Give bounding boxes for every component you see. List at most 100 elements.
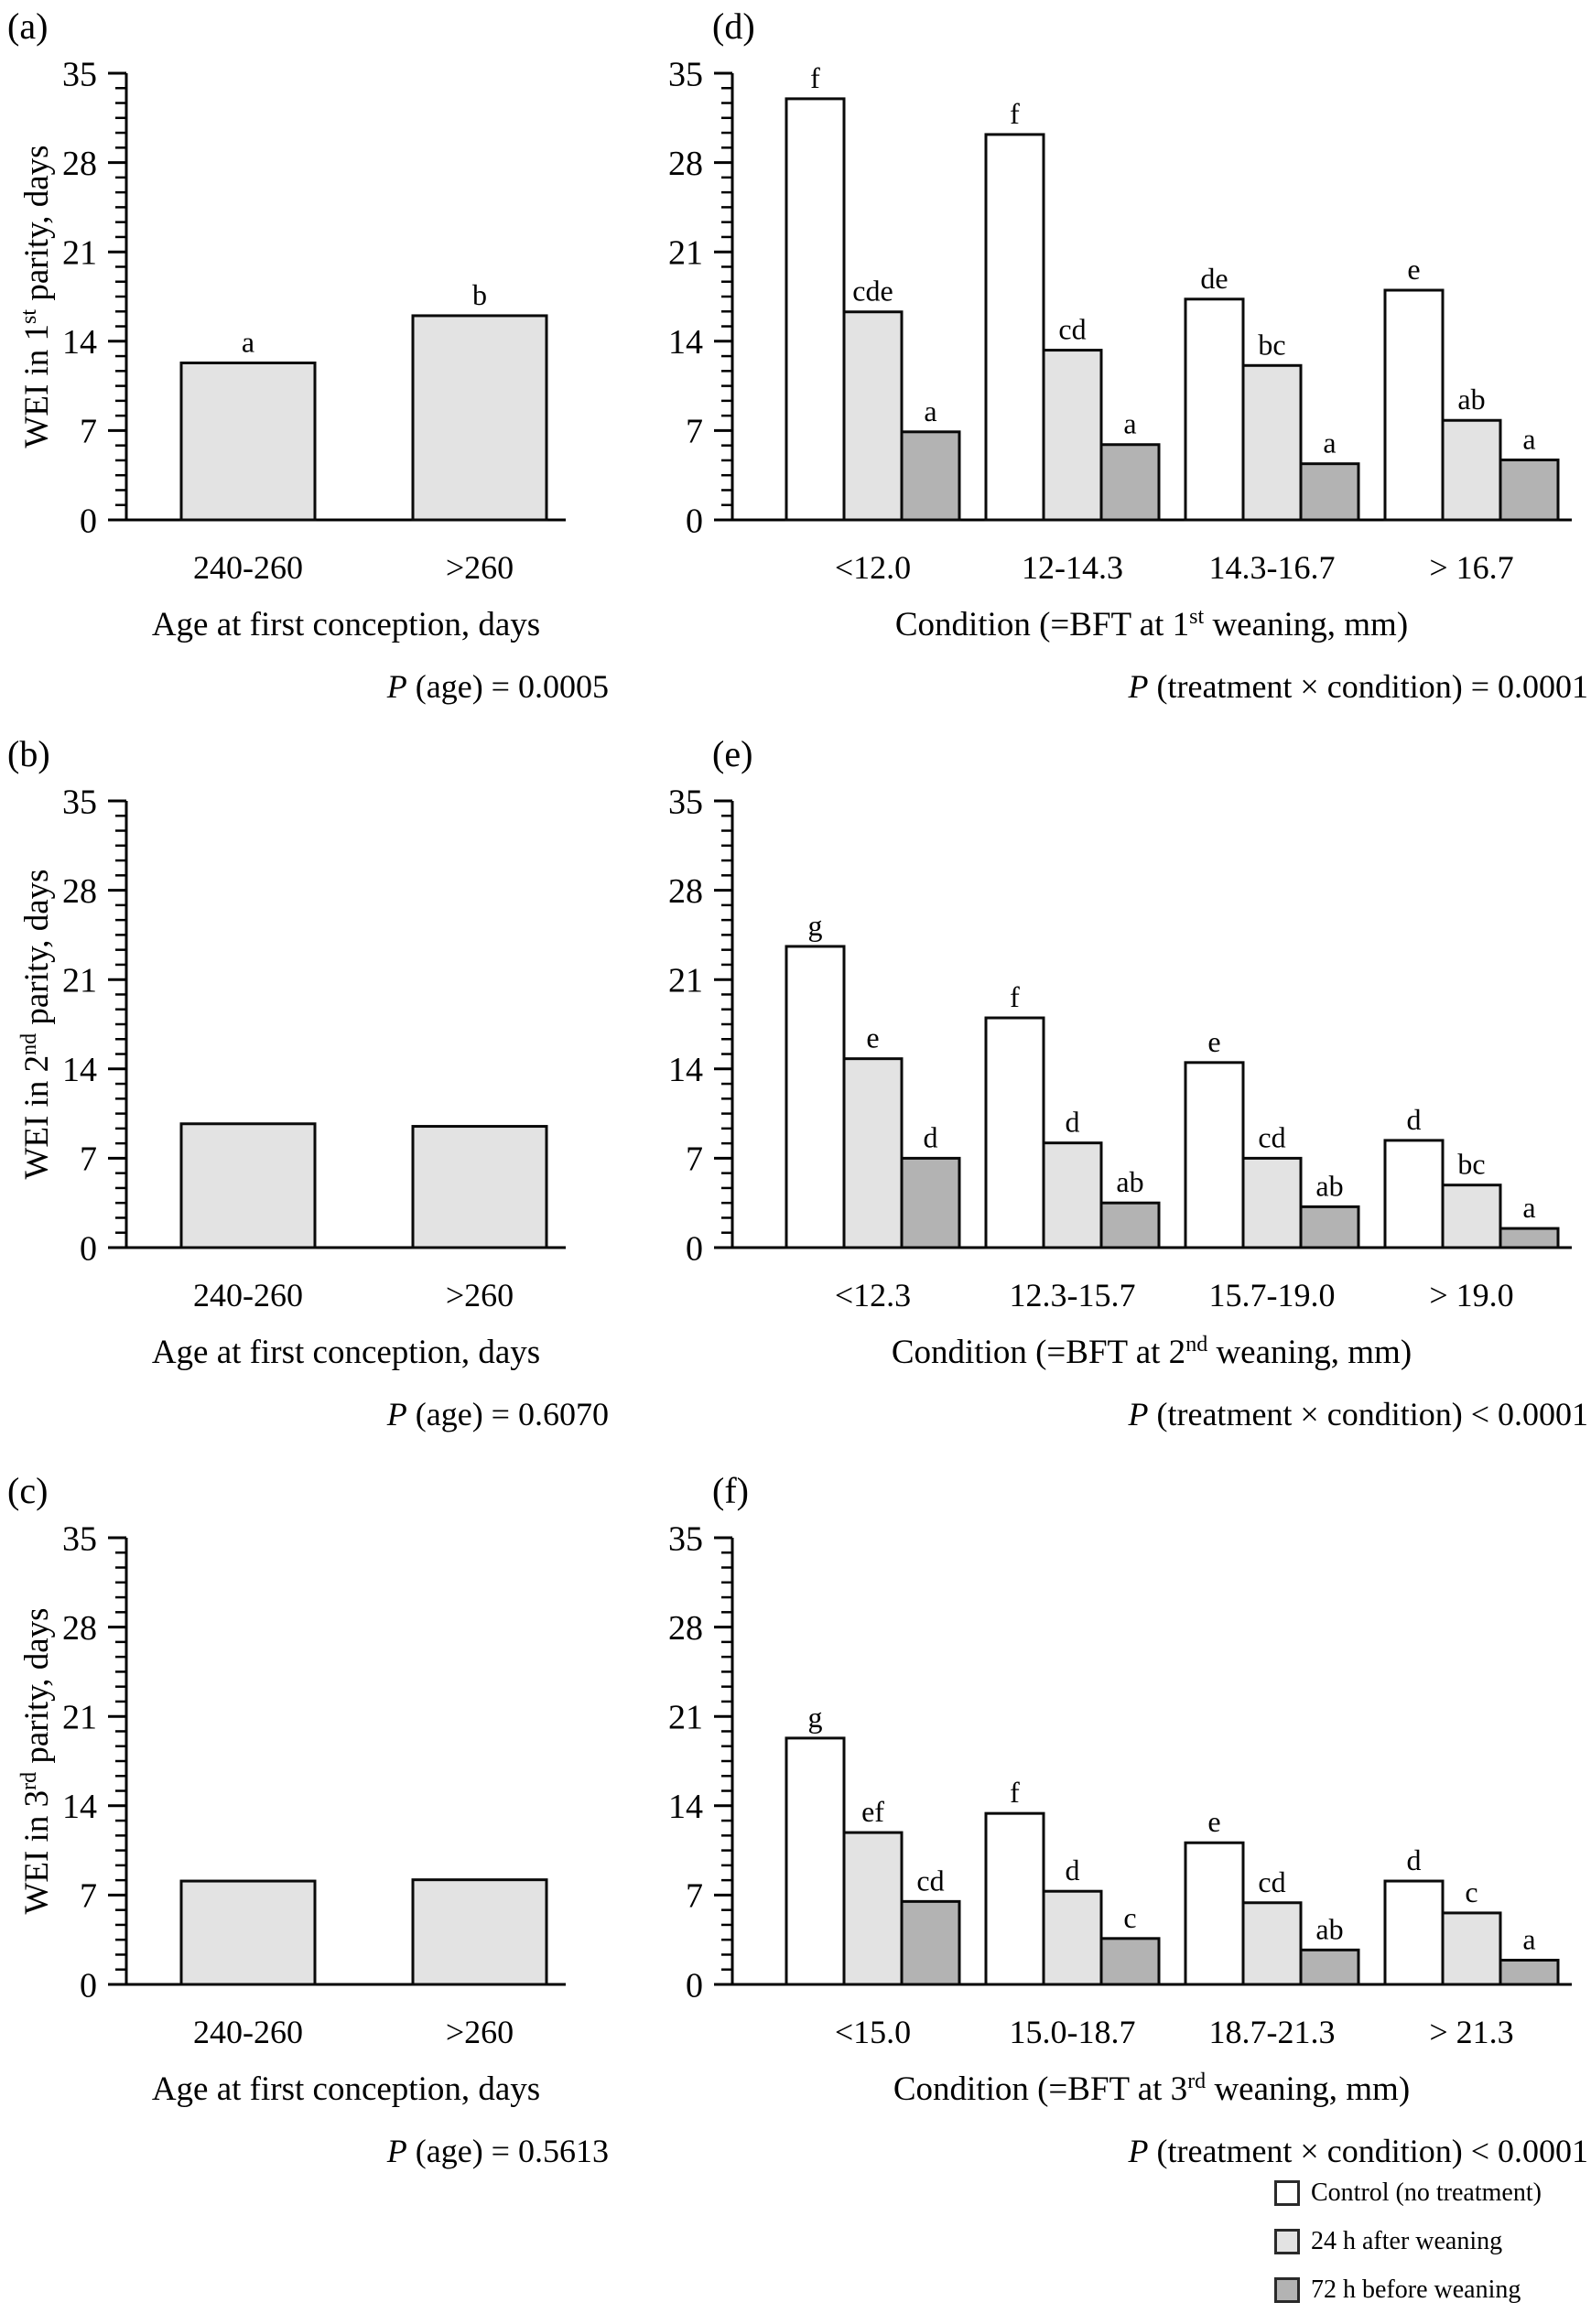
- p-value-annotation: P (age) = 0.0005: [386, 668, 609, 705]
- significance-letter: e: [1207, 1805, 1220, 1838]
- y-tick-label: 35: [668, 1519, 703, 1558]
- bar: [785, 1736, 846, 1986]
- bar: [1184, 1061, 1245, 1249]
- x-axis-title: Condition (=BFT at 1st weaning, mm): [895, 605, 1408, 643]
- significance-letter: d: [1066, 1854, 1080, 1886]
- significance-letter: a: [1123, 407, 1136, 440]
- panel-letter: (a): [7, 5, 48, 47]
- y-tick-label: 21: [62, 962, 97, 1000]
- x-tick-label: 12-14.3: [1022, 549, 1123, 586]
- bar: [900, 1899, 961, 1986]
- y-tick-label: 28: [668, 145, 703, 183]
- bar: [1441, 1184, 1502, 1249]
- significance-letter: a: [242, 326, 254, 359]
- y-tick-label: 28: [62, 1609, 97, 1648]
- plot-group: 0 7 14 21 28 35 a 240-260 b >260: [62, 55, 566, 586]
- significance-letter: cd: [1058, 313, 1086, 346]
- significance-letter: d: [924, 1120, 938, 1153]
- bar: [984, 1811, 1045, 1986]
- x-tick-label: >260: [446, 549, 514, 586]
- bar: [179, 362, 317, 522]
- legend-swatch-icon: [1274, 2229, 1300, 2254]
- y-tick-label: 35: [62, 1519, 97, 1558]
- p-value-annotation: P (age) = 0.5613: [386, 2133, 609, 2169]
- significance-letter: bc: [1258, 328, 1285, 361]
- x-tick-label: > 19.0: [1429, 1277, 1513, 1313]
- significance-letter: c: [1465, 1875, 1477, 1908]
- y-tick-label: 7: [686, 1140, 703, 1179]
- bar: [1299, 1948, 1360, 1986]
- x-tick-label: 12.3-15.7: [1010, 1277, 1136, 1313]
- x-axis-title: Condition (=BFT at 3rd weaning, mm): [893, 2070, 1410, 2108]
- legend-swatch-icon: [1274, 2277, 1300, 2303]
- legend-item: Control (no treatment): [1274, 2178, 1591, 2208]
- bar: [1042, 1141, 1103, 1249]
- significance-letter: cd: [1258, 1865, 1285, 1898]
- y-tick-label: 0: [80, 1966, 97, 2005]
- y-tick-label: 28: [62, 872, 97, 911]
- panel-a-chart: (a) WEI in 1st parity, days 0 7 14 21 28 35 a 2…: [7, 5, 609, 705]
- x-axis-title: Age at first conception, days: [152, 606, 540, 643]
- significance-letter: de: [1200, 262, 1228, 295]
- y-axis-title: WEI in 3rd parity, days: [17, 1607, 56, 1914]
- y-tick-label: 0: [686, 1966, 703, 2005]
- bar: [1241, 1901, 1303, 1986]
- significance-letter: c: [1123, 1901, 1136, 1934]
- legend-label: 72 h before weaning: [1311, 2275, 1521, 2304]
- y-tick-label: 21: [668, 962, 703, 1000]
- significance-letter: g: [808, 1701, 823, 1734]
- y-tick-label: 28: [62, 145, 97, 183]
- panel-letter: (e): [712, 733, 752, 774]
- significance-letter: a: [1522, 422, 1535, 455]
- significance-letter: f: [1010, 97, 1020, 130]
- y-tick-label: 7: [686, 413, 703, 451]
- y-tick-label: 28: [668, 1609, 703, 1648]
- bar: [1383, 1139, 1445, 1249]
- significance-letter: g: [808, 909, 823, 942]
- significance-letter: e: [1407, 253, 1420, 286]
- y-tick-label: 0: [80, 502, 97, 540]
- p-value-annotation: P (age) = 0.6070: [386, 1396, 609, 1432]
- significance-letter: f: [1010, 980, 1020, 1013]
- significance-letter: ab: [1457, 383, 1485, 416]
- plot-group: 0714212835ged<12.3fdab12.3-15.7ecdab15.7…: [668, 783, 1572, 1313]
- bar: [1099, 1937, 1161, 1986]
- panel-f-chart: (f) 0714212835gefcd<15.0fdc15.0-18.7ecda…: [668, 1470, 1588, 2169]
- y-tick-label: 35: [62, 55, 97, 93]
- significance-letter: f: [810, 61, 820, 94]
- significance-letter: e: [866, 1021, 879, 1054]
- significance-letter: f: [1010, 1776, 1020, 1809]
- bar: [1299, 1205, 1360, 1249]
- bar: [411, 1878, 548, 1986]
- legend-label: 24 h after weaning: [1311, 2227, 1503, 2255]
- x-tick-label: >260: [446, 1277, 514, 1313]
- x-axis-title: Condition (=BFT at 2nd weaning, mm): [892, 1333, 1412, 1371]
- x-tick-label: 14.3-16.7: [1209, 549, 1336, 586]
- bar: [179, 1879, 317, 1986]
- x-axis-title: Age at first conception, days: [152, 1334, 540, 1371]
- y-tick-label: 14: [668, 1788, 703, 1826]
- bar: [1042, 1889, 1103, 1986]
- y-tick-label: 7: [686, 1877, 703, 1916]
- significance-letter: a: [1323, 427, 1336, 459]
- significance-letter: e: [1207, 1025, 1220, 1058]
- significance-letter: a: [1522, 1191, 1535, 1224]
- y-tick-label: 0: [686, 502, 703, 540]
- significance-letter: d: [1066, 1106, 1080, 1139]
- y-tick-label: 21: [668, 234, 703, 273]
- y-tick-label: 14: [62, 1051, 97, 1089]
- x-tick-label: <15.0: [835, 2014, 911, 2050]
- bar: [900, 1156, 961, 1249]
- legend-label: Control (no treatment): [1311, 2178, 1542, 2207]
- y-axis-title: WEI in 1st parity, days: [17, 145, 56, 448]
- panel-letter: (f): [712, 1470, 749, 1511]
- x-tick-label: <12.3: [835, 1277, 911, 1313]
- y-tick-label: 14: [668, 323, 703, 362]
- y-tick-label: 7: [80, 1877, 97, 1916]
- significance-letter: ab: [1315, 1169, 1343, 1202]
- significance-letter: b: [472, 278, 487, 311]
- significance-letter: bc: [1457, 1148, 1485, 1181]
- bar: [785, 945, 846, 1249]
